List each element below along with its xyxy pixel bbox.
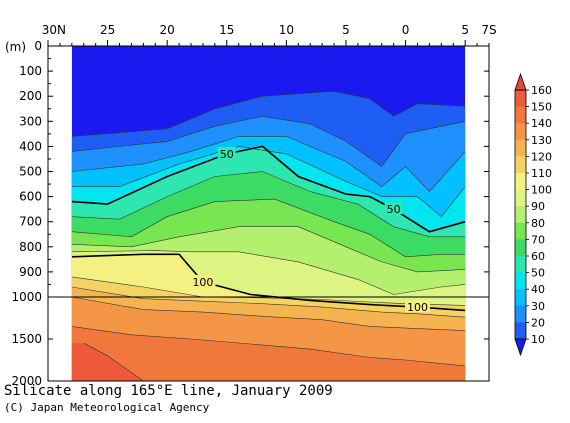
colorbar-label: 150 (531, 101, 552, 114)
colorbar: 10 20 30 40 50 60 70 80 90 100 110 120 130 140 150 160 (514, 72, 552, 357)
y-axis-ticks: 0 100 200 300 400 500 600 700 800 900 1000 1500 2000 (11, 39, 489, 388)
contour-lines (71, 90, 466, 381)
contour-line-70 (71, 198, 466, 258)
contour-label-bg (217, 146, 236, 159)
contour-line-40 (71, 146, 466, 218)
fill-band-150 (71, 343, 466, 381)
colorbar-label: 160 (531, 84, 552, 97)
contour-label-bg (384, 202, 403, 215)
colorbar-min-arrow (514, 338, 527, 357)
contour-line-100 (71, 253, 466, 312)
colorbar-label: 70 (531, 233, 545, 246)
colorbar-label: 140 (531, 117, 552, 130)
x-tick-label: 5 (342, 23, 350, 37)
colorbar-segment (515, 106, 526, 124)
contour-line-140 (71, 326, 466, 367)
x-axis-ticks: 30N 25 20 15 10 5 0 5 7S (42, 23, 497, 46)
colorbar-segment (515, 289, 526, 307)
contour-line-130 (71, 296, 466, 331)
contour-label-50-0: 50 (220, 148, 234, 161)
contour-line-80 (71, 226, 466, 273)
colorbar-segment (515, 90, 526, 108)
y-tick-label: 1000 (11, 290, 42, 304)
colorbar-label: 20 (531, 316, 545, 329)
contour-label-bg (404, 300, 430, 313)
x-tick-label: 5 (461, 23, 469, 37)
colorbar-segment (515, 189, 526, 207)
chart-credit: (C) Japan Meteorological Agency (4, 401, 210, 414)
colorbar-segment (515, 322, 526, 340)
x-tick-label: 7S (481, 23, 496, 37)
colorbar-segment (515, 272, 526, 290)
colorbar-segment (515, 173, 526, 191)
colorbar-segment (515, 305, 526, 323)
x-tick-label: 15 (219, 23, 234, 37)
colorbar-label: 60 (531, 250, 545, 263)
fill-band-140 (71, 326, 466, 381)
colorbar-frame (514, 89, 527, 340)
contour-fills (71, 46, 466, 381)
contour-label-50-1: 50 (387, 203, 401, 216)
x-tick-label: 30N (42, 23, 66, 37)
x-tick-label: 10 (279, 23, 294, 37)
colorbar-label: 40 (531, 283, 545, 296)
colorbar-max-arrow (514, 72, 527, 91)
y-tick-label: 2000 (11, 374, 42, 388)
y-tick-label: 200 (19, 89, 42, 103)
y-tick-label: 0 (34, 39, 42, 53)
contour-line-60 (71, 171, 466, 238)
x-tick-label: 0 (402, 23, 410, 37)
colorbar-segment (515, 239, 526, 257)
colorbar-segment (515, 139, 526, 157)
y-axis-unit: (m) (5, 40, 26, 54)
colorbar-label: 100 (531, 184, 552, 197)
colorbar-segment (515, 222, 526, 240)
contour-label-bg (190, 274, 216, 287)
contour-line-10 (71, 90, 466, 137)
y-tick-label: 700 (19, 215, 42, 229)
y-tick-label: 500 (19, 165, 42, 179)
y-tick-label: 100 (19, 64, 42, 78)
contour-labels: 50 50 100 100 (190, 146, 430, 314)
colorbar-segment (515, 156, 526, 174)
colorbar-label: 130 (531, 134, 552, 147)
colorbar-label: 10 (531, 333, 545, 346)
colorbar-segment (515, 206, 526, 224)
x-tick-label: 25 (100, 23, 115, 37)
colorbar-label: 80 (531, 217, 545, 230)
contour-label-100-0: 100 (192, 276, 213, 289)
colorbar-label: 30 (531, 300, 545, 313)
y-tick-label: 1500 (11, 332, 42, 346)
contour-line-90 (71, 250, 466, 295)
colorbar-segment (515, 123, 526, 141)
contour-line-120 (71, 286, 466, 318)
y-tick-label: 800 (19, 240, 42, 254)
contour-line-150 (83, 342, 144, 381)
y-tick-label: 600 (19, 190, 42, 204)
y-tick-label: 900 (19, 265, 42, 279)
y-tick-label: 400 (19, 139, 42, 153)
y-tick-label: 300 (19, 114, 42, 128)
contour-label-100-1: 100 (407, 301, 428, 314)
contour-line-50 (71, 145, 466, 233)
contour-line-30 (71, 136, 466, 193)
colorbar-label: 90 (531, 200, 545, 213)
plot-frame (47, 45, 490, 382)
contour-line-20 (71, 115, 466, 167)
colorbar-label: 120 (531, 150, 552, 163)
x-tick-label: 20 (160, 23, 175, 37)
chart-title: Silicate along 165°E line, January 2009 (4, 383, 333, 399)
colorbar-segment (515, 256, 526, 274)
colorbar-label: 110 (531, 167, 552, 180)
colorbar-label: 50 (531, 267, 545, 280)
